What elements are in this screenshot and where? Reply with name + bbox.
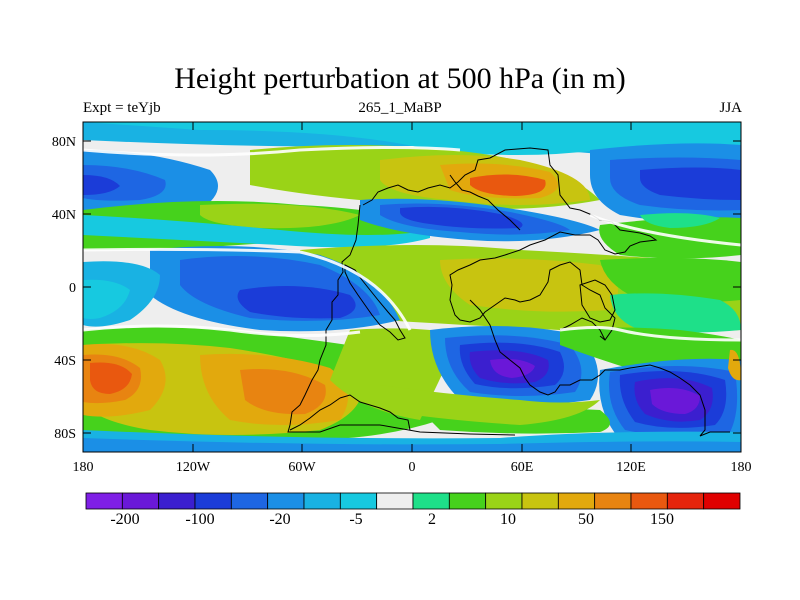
lat-tick-80n: 80N <box>52 135 76 150</box>
lon-tick-120e: 120E <box>616 460 646 475</box>
contour-field <box>83 122 741 452</box>
colorbar-swatch <box>412 492 450 510</box>
colorbar-swatch <box>666 492 705 510</box>
plot-title: Height perturbation at 500 hPa (in m) <box>174 62 626 95</box>
lon-tick-0: 0 <box>409 460 416 475</box>
colorbar-label: 2 <box>428 511 436 528</box>
colorbar-label: -20 <box>269 511 290 528</box>
colorbar-labels: -200 -100 -20 -5 2 10 50 150 <box>110 511 674 528</box>
colorbar-swatch <box>630 492 668 510</box>
lon-tick-60e: 60E <box>511 460 534 475</box>
colorbar-swatch <box>557 492 596 510</box>
colorbar-swatch <box>194 492 232 510</box>
colorbar-swatch <box>230 492 269 510</box>
colorbar-label: -5 <box>349 511 362 528</box>
colorbar-label: 10 <box>500 511 516 528</box>
colorbar-swatch <box>703 492 741 510</box>
colorbar-label: -100 <box>185 511 214 528</box>
colorbar-swatch <box>521 492 559 510</box>
colorbar-swatch <box>485 492 523 510</box>
lon-tick-120w: 120W <box>176 460 211 475</box>
colorbar-swatch <box>121 492 160 510</box>
colorbar-swatch <box>339 492 378 510</box>
colorbar-swatch <box>594 492 632 510</box>
colorbar-swatch <box>85 492 123 510</box>
lat-tick-80s: 80S <box>54 427 76 442</box>
lon-axis <box>82 122 742 452</box>
season-label: JJA <box>719 100 742 116</box>
colorbar-swatch <box>448 492 487 510</box>
lat-tick-0: 0 <box>69 281 76 296</box>
colorbar-label: 50 <box>578 511 594 528</box>
colorbar-swatch <box>158 492 196 510</box>
lat-tick-40n: 40N <box>52 208 76 223</box>
colorbar-swatch <box>303 492 341 510</box>
period-label: 265_1_MaBP <box>358 100 442 116</box>
colorbar-swatch <box>376 492 414 510</box>
experiment-label: Expt = teYjb <box>83 100 161 116</box>
lon-tick-180e: 180 <box>731 460 752 475</box>
coastlines <box>287 147 730 437</box>
lat-tick-40s: 40S <box>54 354 76 369</box>
colorbar <box>85 492 741 510</box>
lat-axis <box>83 140 741 434</box>
colorbar-label: 150 <box>650 511 674 528</box>
colorbar-label: -200 <box>110 511 139 528</box>
colorbar-swatch <box>267 492 305 510</box>
lon-tick-180w: 180 <box>73 460 94 475</box>
lon-tick-60w: 60W <box>288 460 316 475</box>
